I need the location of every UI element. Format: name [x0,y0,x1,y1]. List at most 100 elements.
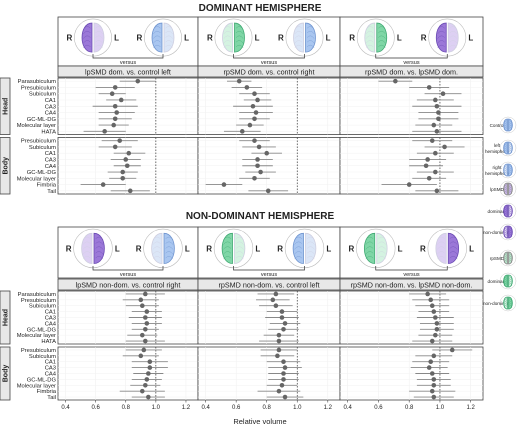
brain-illustration-left-hemisphere-gyrus [294,251,303,255]
estimate-point [434,321,440,326]
estimate-point [436,116,441,122]
brain-illustration-right-hemisphere-shape [234,22,245,53]
legend-swatch-right-gyrus [508,207,513,211]
estimate-point [431,394,437,400]
estimate-point [252,116,257,122]
legend-swatch-left-gyrus [503,302,508,306]
brain-illustration [143,228,183,269]
row-label: Molecular layer [17,333,56,339]
legend-swatch-right-gyrus [508,252,513,256]
legend-swatch-right-gyrus [508,280,513,284]
brain-illustration-right-hemisphere-shape [447,22,459,53]
x-tick-label: 0.4 [201,405,210,411]
estimate-point [102,129,107,134]
brain-illustration-left-hemisphere-gyrus [294,241,303,245]
brain-illustration [428,18,467,57]
hemisphere-label-r: R [277,244,283,253]
brain-illustration-right-hemisphere-gyrus [235,251,244,255]
x-tick-label: 0.8 [405,405,414,411]
legend-swatch-left [503,141,508,155]
legend-swatch-left-gyrus [503,149,508,153]
brain-illustration-right-hemisphere-shape [93,232,105,264]
legend-swatch-right [508,225,513,239]
group-strip-head [0,77,11,135]
hemisphere-label-r: R [66,244,72,253]
brain-illustration-right-hemisphere-gyrus [449,26,458,30]
estimate-point [253,110,259,115]
estimate-point [434,103,440,109]
brain-illustration-left-hemisphere [81,232,93,264]
brain-illustration [285,18,324,57]
legend-label: dominant [488,279,508,284]
brain-illustration-left-hemisphere-gyrus [82,236,91,240]
brain-illustration-right-hemisphere-shape [305,22,316,53]
legend-swatch-right-gyrus [508,187,513,191]
legend-swatch-right-gyrus [508,123,513,127]
estimate-point [144,377,150,382]
estimate-point [258,169,263,175]
estimate-point [147,359,153,365]
brain-illustration-outline [73,228,113,269]
estimate-point [276,332,282,338]
hemisphere-label-r: R [207,34,213,43]
brain-illustration-right-hemisphere-shape [234,232,246,264]
hemisphere-label-r: R [421,34,427,43]
legend-swatch-right-gyrus [508,146,513,150]
estimate-point [250,103,256,109]
legend-swatch-left [503,118,508,132]
row-label: CA4 [45,372,57,378]
estimate-point [282,365,288,370]
estimate-point [144,321,150,326]
brain-illustration [427,228,467,269]
legend-swatch-right [508,141,513,155]
brain-illustration-right-hemisphere-shape [305,232,317,264]
brain-illustration-left-hemisphere-gyrus [294,26,303,30]
group-label-head: Head [3,309,10,326]
brain-illustration-right-hemisphere-gyrus [235,236,244,240]
hemisphere-label-r: R [278,34,284,43]
legend-swatch-left-gyrus [503,254,508,258]
brain-illustration-right-hemisphere-gyrus [306,44,315,49]
legend-label: dominant [488,209,508,214]
legend-label: hemisphere [485,149,509,154]
hemisphere-label-l: L [255,34,260,43]
brain-illustration-outline [143,228,183,269]
group-label-body: Body [3,157,10,175]
brain-illustration-left-hemisphere-gyrus [223,26,232,30]
brain-illustration-left-hemisphere-gyrus [437,26,445,30]
row-label: Molecular layer [17,176,56,182]
row-label: GC-ML-DG [27,170,57,176]
brain-illustration-right-hemisphere-gyrus [378,26,386,30]
brain-illustration-right-hemisphere [305,22,316,53]
brain-illustration-right-hemisphere-gyrus [165,246,174,250]
panel-title: rpSMD dom. vs. lpSMD dom. [365,68,458,77]
brain-illustration-left-hemisphere-gyrus [294,256,303,260]
row-label: Fimbria [37,183,57,189]
hemisphere-label-l: L [115,244,120,253]
legend-swatch-left-gyrus [503,210,508,214]
estimate-point [144,309,150,314]
estimate-point [140,303,145,309]
brain-illustration-right-hemisphere [93,22,105,53]
legend-swatch-left-gyrus [503,185,508,189]
row-label: Parasubiculum [18,79,57,85]
estimate-point [431,382,437,388]
estimate-point [135,78,141,84]
estimate-point [433,169,438,175]
legend-swatch-right-gyrus [508,190,513,194]
row-label: Subiculum [29,354,56,360]
legend-swatch-left-gyrus [503,299,508,303]
brain-illustration-outline [427,228,467,269]
brain-illustration-right-hemisphere-gyrus [449,44,458,49]
legend-swatch-left-gyrus [503,280,508,284]
brain-illustration-right-hemisphere-gyrus [378,30,386,35]
legend-swatch-left [503,274,508,288]
legend-swatch-left-gyrus [503,231,508,235]
legend-swatch-left-gyrus [503,252,508,256]
estimate-point [265,188,271,194]
legend-swatch-right [508,251,513,265]
legend-swatch-right-gyrus [508,212,513,216]
brain-illustration-right-hemisphere-gyrus [95,40,103,44]
legend-swatch-left-gyrus [503,169,508,173]
